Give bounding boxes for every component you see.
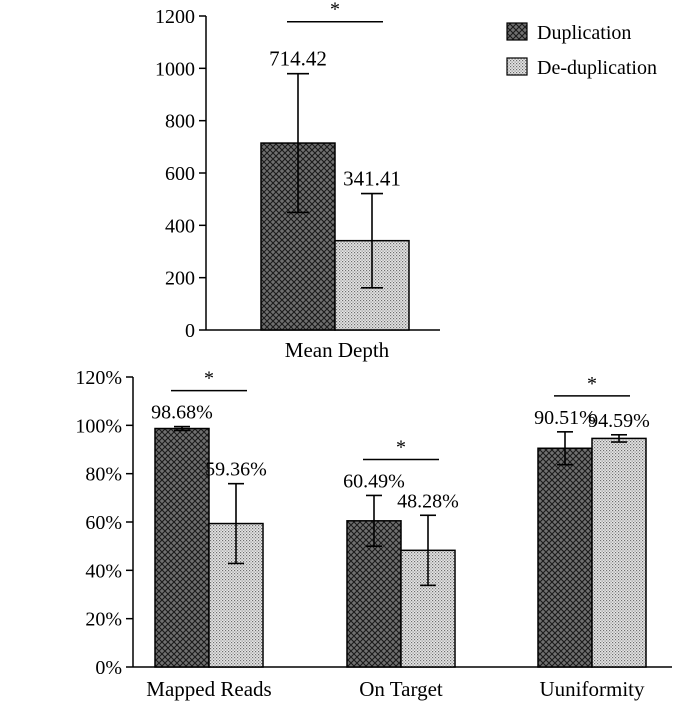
- y-tick-label: 100%: [75, 415, 122, 437]
- data-label-mapped-reads-de-duplication: 59.36%: [205, 459, 267, 481]
- legend-swatch-deduplication: [506, 57, 528, 76]
- y-axis: 0 200 400 600 800 1000 1200: [155, 6, 207, 342]
- data-label-uuniformity-duplication: 90.51%: [534, 407, 596, 429]
- y-tick-label: 400: [165, 215, 195, 237]
- bar-uuniformity-de-duplication: [591, 437, 647, 668]
- legend-item-duplication: Duplication: [506, 22, 631, 44]
- legend: Duplication De-duplication: [506, 22, 657, 79]
- y-ticks: 0 200 400 600 800 1000 1200: [155, 6, 206, 342]
- significance-markers: * * *: [171, 368, 630, 461]
- y-tick-label: 600: [165, 163, 195, 185]
- category-label-on-target: On Target: [359, 677, 443, 701]
- y-tick-label: 40%: [85, 560, 122, 582]
- y-tick-label: 60%: [85, 512, 122, 534]
- y-tick-label: 80%: [85, 464, 122, 486]
- data-label-uuniformity-de-duplication: 94.59%: [588, 410, 650, 432]
- legend-label-duplication: Duplication: [537, 22, 631, 44]
- category-label-mapped-reads: Mapped Reads: [146, 677, 271, 701]
- significance-markers: *: [287, 0, 383, 23]
- y-tick-label: 120%: [75, 367, 122, 389]
- y-tick-label: 0%: [95, 657, 122, 679]
- data-label-on-target-duplication: 60.49%: [343, 470, 405, 492]
- significance-star-uuniformity: *: [587, 373, 597, 395]
- data-label-on-target-de-duplication: 48.28%: [397, 490, 459, 512]
- data-labels: 98.68% 59.36% 60.49%48.28% 90.51%94.59%: [151, 402, 650, 513]
- category-labels: Mapped Reads On Target Uuniformity: [146, 677, 645, 701]
- significance-star-mean-depth: *: [330, 0, 340, 21]
- bars: [260, 72, 410, 331]
- y-tick-label: 1000: [155, 58, 195, 80]
- data-label-mean-depth-duplication: 714.42: [269, 47, 327, 71]
- category-label: Mean Depth: [285, 338, 390, 362]
- category-label-uuniformity: Uuniformity: [540, 677, 645, 701]
- data-labels: 714.42 341.41: [269, 47, 401, 191]
- bar-mapped-reads-duplication: [154, 427, 210, 668]
- bars: [154, 425, 647, 668]
- legend-item-deduplication: De-duplication: [506, 57, 657, 79]
- y-tick-label: 800: [165, 111, 195, 133]
- mean-depth-chart: 0 200 400 600 800 1000 1200 714.42 341.41 * Mea…: [155, 0, 657, 362]
- legend-swatch-duplication: [506, 22, 528, 41]
- legend-label-deduplication: De-duplication: [537, 57, 657, 79]
- y-tick-label: 20%: [85, 609, 122, 631]
- significance-star-on-target: *: [396, 436, 406, 458]
- data-label-mapped-reads-duplication: 98.68%: [151, 402, 213, 424]
- significance-star-mapped-reads: *: [204, 368, 214, 390]
- y-tick-label: 200: [165, 268, 195, 290]
- y-ticks: 0% 20% 40% 60% 80% 100% 120%: [75, 367, 133, 679]
- percent-metrics-chart: 0% 20% 40% 60% 80% 100% 120% 98.68% 59.36% 60.49…: [75, 367, 672, 701]
- bar-uuniformity-duplication: [537, 447, 593, 668]
- y-tick-label: 1200: [155, 6, 195, 28]
- data-label-mean-depth-de-duplication: 341.41: [343, 167, 401, 191]
- y-tick-label: 0: [185, 320, 195, 342]
- y-axis: 0% 20% 40% 60% 80% 100% 120%: [75, 367, 134, 679]
